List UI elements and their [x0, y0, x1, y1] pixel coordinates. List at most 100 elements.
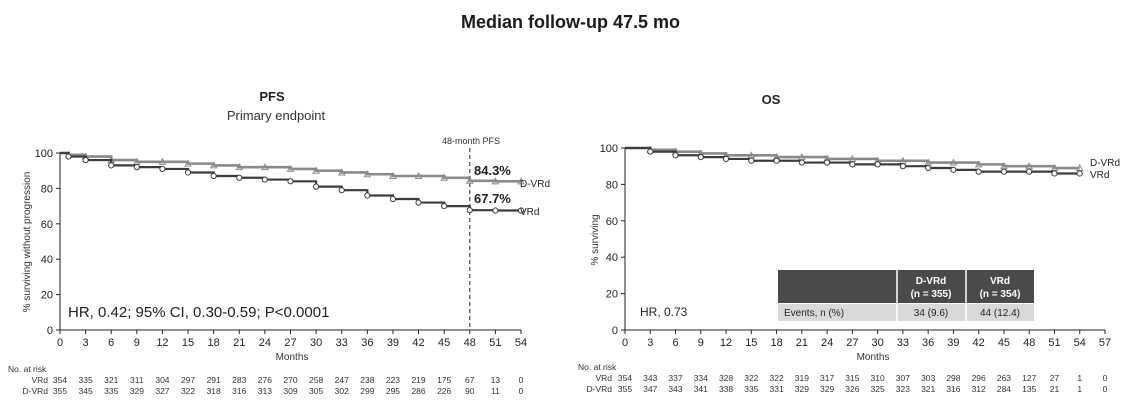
panel0-risk-value-d-vrd: 299 — [360, 386, 374, 396]
panel1-marker-vrd — [1076, 170, 1083, 177]
panel1-x-tick-label: 0 — [622, 337, 628, 349]
pfs-series — [60, 150, 525, 214]
panel1-risk-value-d-vrd: 326 — [845, 384, 859, 394]
os-risk-row-label-dvrd: D-VRd — [586, 384, 612, 394]
panel1-risk-value-d-vrd: 1 — [1077, 384, 1082, 394]
panel0-risk-value-d-vrd: 226 — [437, 386, 451, 396]
panel0-x-tick-label: 0 — [57, 337, 63, 349]
panel0-x-tick-label: 24 — [259, 337, 271, 349]
panel0-risk-value-vrd: 304 — [155, 375, 169, 385]
panel0-x-tick-label: 51 — [489, 337, 501, 349]
panel0-marker-d-vrd — [158, 157, 167, 165]
panel0-y-tick-label: 100 — [35, 148, 53, 160]
panel0-x-tick-label: 3 — [83, 337, 89, 349]
panel0-y-tick-label: 60 — [41, 219, 53, 231]
panel0-risk-value-d-vrd: 305 — [309, 386, 323, 396]
panel1-marker-vrd — [672, 152, 679, 159]
panel0-marker-vrd — [389, 195, 397, 203]
os-axes: 0 3 6 9 12 15 18 21 24 27 30 33 36 39 42 45 48 51 54 570204… — [600, 143, 1111, 349]
panel0-risk-value-vrd: 297 — [181, 375, 195, 385]
panel0-marker-vrd — [441, 203, 448, 210]
panel1-risk-value-d-vrd: 135 — [1022, 384, 1036, 394]
panel0-risk-value-vrd: 321 — [104, 375, 118, 385]
panel0-risk-value-d-vrd: 316 — [232, 386, 246, 396]
panel1-risk-value-vrd: 1 — [1077, 373, 1082, 383]
os-x-axis-label: Months — [857, 352, 890, 363]
panel0-x-tick-label: 42 — [412, 337, 424, 349]
panel1-risk-value-d-vrd: 347 — [643, 384, 657, 394]
panel1-risk-value-d-vrd: 312 — [972, 384, 986, 394]
panel1-risk-value-d-vrd: 325 — [871, 384, 885, 394]
pfs-x-axis-label: Months — [276, 352, 309, 363]
panel0-risk-value-vrd: 291 — [207, 375, 221, 385]
panel1-marker-vrd — [1000, 168, 1008, 175]
panel1-risk-value-vrd: 343 — [643, 373, 657, 383]
panel1-risk-value-vrd: 296 — [972, 373, 986, 383]
panel1-risk-value-d-vrd: 284 — [997, 384, 1011, 394]
panel1-risk-value-vrd: 315 — [845, 373, 859, 383]
panel0-marker-d-vrd — [465, 176, 474, 184]
panel1-x-tick-label: 24 — [821, 337, 833, 349]
panel0-x-tick-label: 33 — [336, 337, 348, 349]
panel0-x-tick-label: 18 — [208, 337, 220, 349]
panel0-marker-vrd — [287, 178, 294, 185]
panel0-risk-value-vrd: 276 — [258, 375, 272, 385]
panel1-risk-value-vrd: 310 — [871, 373, 885, 383]
os-events-col2-sub: (n = 354) — [980, 289, 1021, 300]
panel1-risk-value-d-vrd: 355 — [618, 384, 632, 394]
panel0-risk-value-vrd: 238 — [360, 375, 374, 385]
panel0-risk-value-d-vrd: 327 — [155, 386, 169, 396]
pfs-dvrd-48mo-value: 84.3% — [474, 163, 511, 178]
panel0-x-tick-label: 54 — [515, 337, 527, 349]
panel1-risk-value-vrd: 0 — [1103, 373, 1108, 383]
panel1-x-tick-label: 57 — [1099, 337, 1111, 349]
os-y-axis-label: % surviving — [590, 214, 601, 265]
panel1-risk-value-vrd: 317 — [820, 373, 834, 383]
panel0-marker-d-vrd — [337, 168, 346, 176]
panel1-marker-vrd — [950, 166, 957, 173]
panel1-marker-vrd — [849, 161, 856, 168]
panel0-risk-value-vrd: 67 — [465, 375, 475, 385]
os-hazard-ratio: HR, 0.73 — [640, 305, 688, 319]
panel1-marker-vrd — [1051, 170, 1058, 177]
panel1-marker-vrd — [975, 168, 982, 175]
pfs-ref-line-label: 48-month PFS — [442, 136, 500, 146]
panel0-x-tick-label: 39 — [387, 337, 399, 349]
panel1-marker-d-vrd — [949, 158, 958, 166]
panel1-marker-vrd — [798, 159, 805, 166]
panel0-marker-vrd — [492, 207, 499, 214]
panel1-marker-vrd — [899, 163, 906, 170]
panel0-y-tick-label: 80 — [41, 183, 53, 195]
panel0-marker-vrd — [364, 192, 371, 199]
os-events-row-label: Events, n (%) — [784, 308, 844, 319]
panel0-marker-vrd — [236, 174, 243, 181]
panel1-y-tick-label: 60 — [606, 216, 618, 228]
pfs-title: PFS — [259, 89, 285, 104]
panel0-risk-value-d-vrd: 90 — [465, 386, 475, 396]
pfs-axes: 0 3 6 9 12 15 18 21 24 27 30 33 36 39 42 45 48 51 54020406… — [35, 148, 527, 349]
panel0-marker-vrd — [338, 187, 345, 194]
panel0-marker-d-vrd — [363, 170, 372, 178]
pfs-risk-table: No. at risk VRd D-VRd 354 335 321 311 304 297… — [8, 364, 524, 396]
panel1-risk-value-vrd: 298 — [946, 373, 960, 383]
os-events-col1-value: 34 (9.6) — [914, 308, 948, 319]
panel0-risk-value-vrd: 311 — [130, 375, 144, 385]
panel0-risk-value-d-vrd: 335 — [104, 386, 118, 396]
panel0-risk-value-d-vrd: 295 — [386, 386, 400, 396]
panel0-x-tick-label: 21 — [233, 337, 245, 349]
panel0-risk-value-vrd: 247 — [335, 375, 349, 385]
panel0-risk-value-vrd: 0 — [519, 375, 524, 385]
panel1-risk-value-d-vrd: 338 — [719, 384, 733, 394]
panel0-risk-value-d-vrd: 302 — [335, 386, 349, 396]
panel1-marker-vrd — [697, 154, 704, 161]
panel0-marker-vrd — [313, 183, 320, 190]
panel1-x-tick-label: 3 — [647, 337, 653, 349]
panel1-risk-value-d-vrd: 335 — [744, 384, 758, 394]
os-panel: OS % surviving Months 0 3 6 9 12 15 18 21 24 27 30… — [578, 92, 1120, 394]
panel0-marker-vrd — [65, 153, 72, 160]
panel1-x-tick-label: 54 — [1074, 337, 1086, 349]
os-events-row-bg — [778, 304, 1034, 321]
panel0-marker-d-vrd — [286, 164, 295, 172]
panel0-line-d-vrd — [60, 151, 521, 183]
panel0-marker-vrd — [184, 169, 192, 176]
